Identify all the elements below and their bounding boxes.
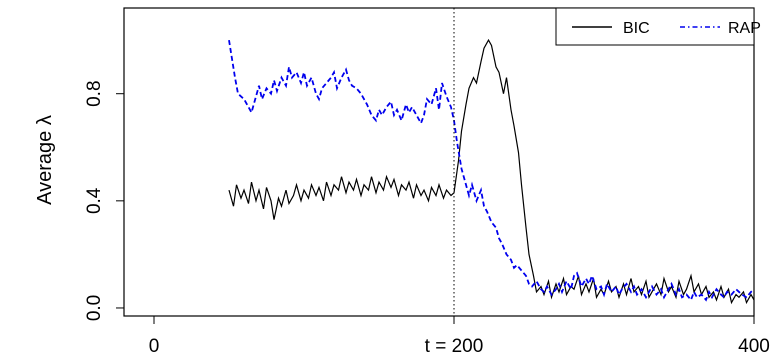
x-tick-label: 400 <box>738 336 770 357</box>
y-axis: 0.0 0.4 0.8 <box>84 80 125 321</box>
plot-frame <box>123 7 755 317</box>
y-tick-label: 0.0 <box>84 295 105 321</box>
y-tick-label: 0.8 <box>84 80 105 106</box>
y-axis-title: Average λ <box>34 115 56 205</box>
legend: BIC RAP <box>555 7 761 46</box>
legend-rap-label: RAP <box>728 20 761 37</box>
series-line-rap <box>228 39 755 302</box>
x-axis: 0 t = 200 400 <box>149 315 770 357</box>
legend-bic-label: BIC <box>623 20 650 37</box>
series-lines <box>228 38 755 305</box>
x-tick-label: 0 <box>149 336 160 357</box>
x-tick-label: t = 200 <box>425 336 484 357</box>
series-line-bic <box>228 38 755 305</box>
y-tick-label: 0.4 <box>84 187 105 214</box>
